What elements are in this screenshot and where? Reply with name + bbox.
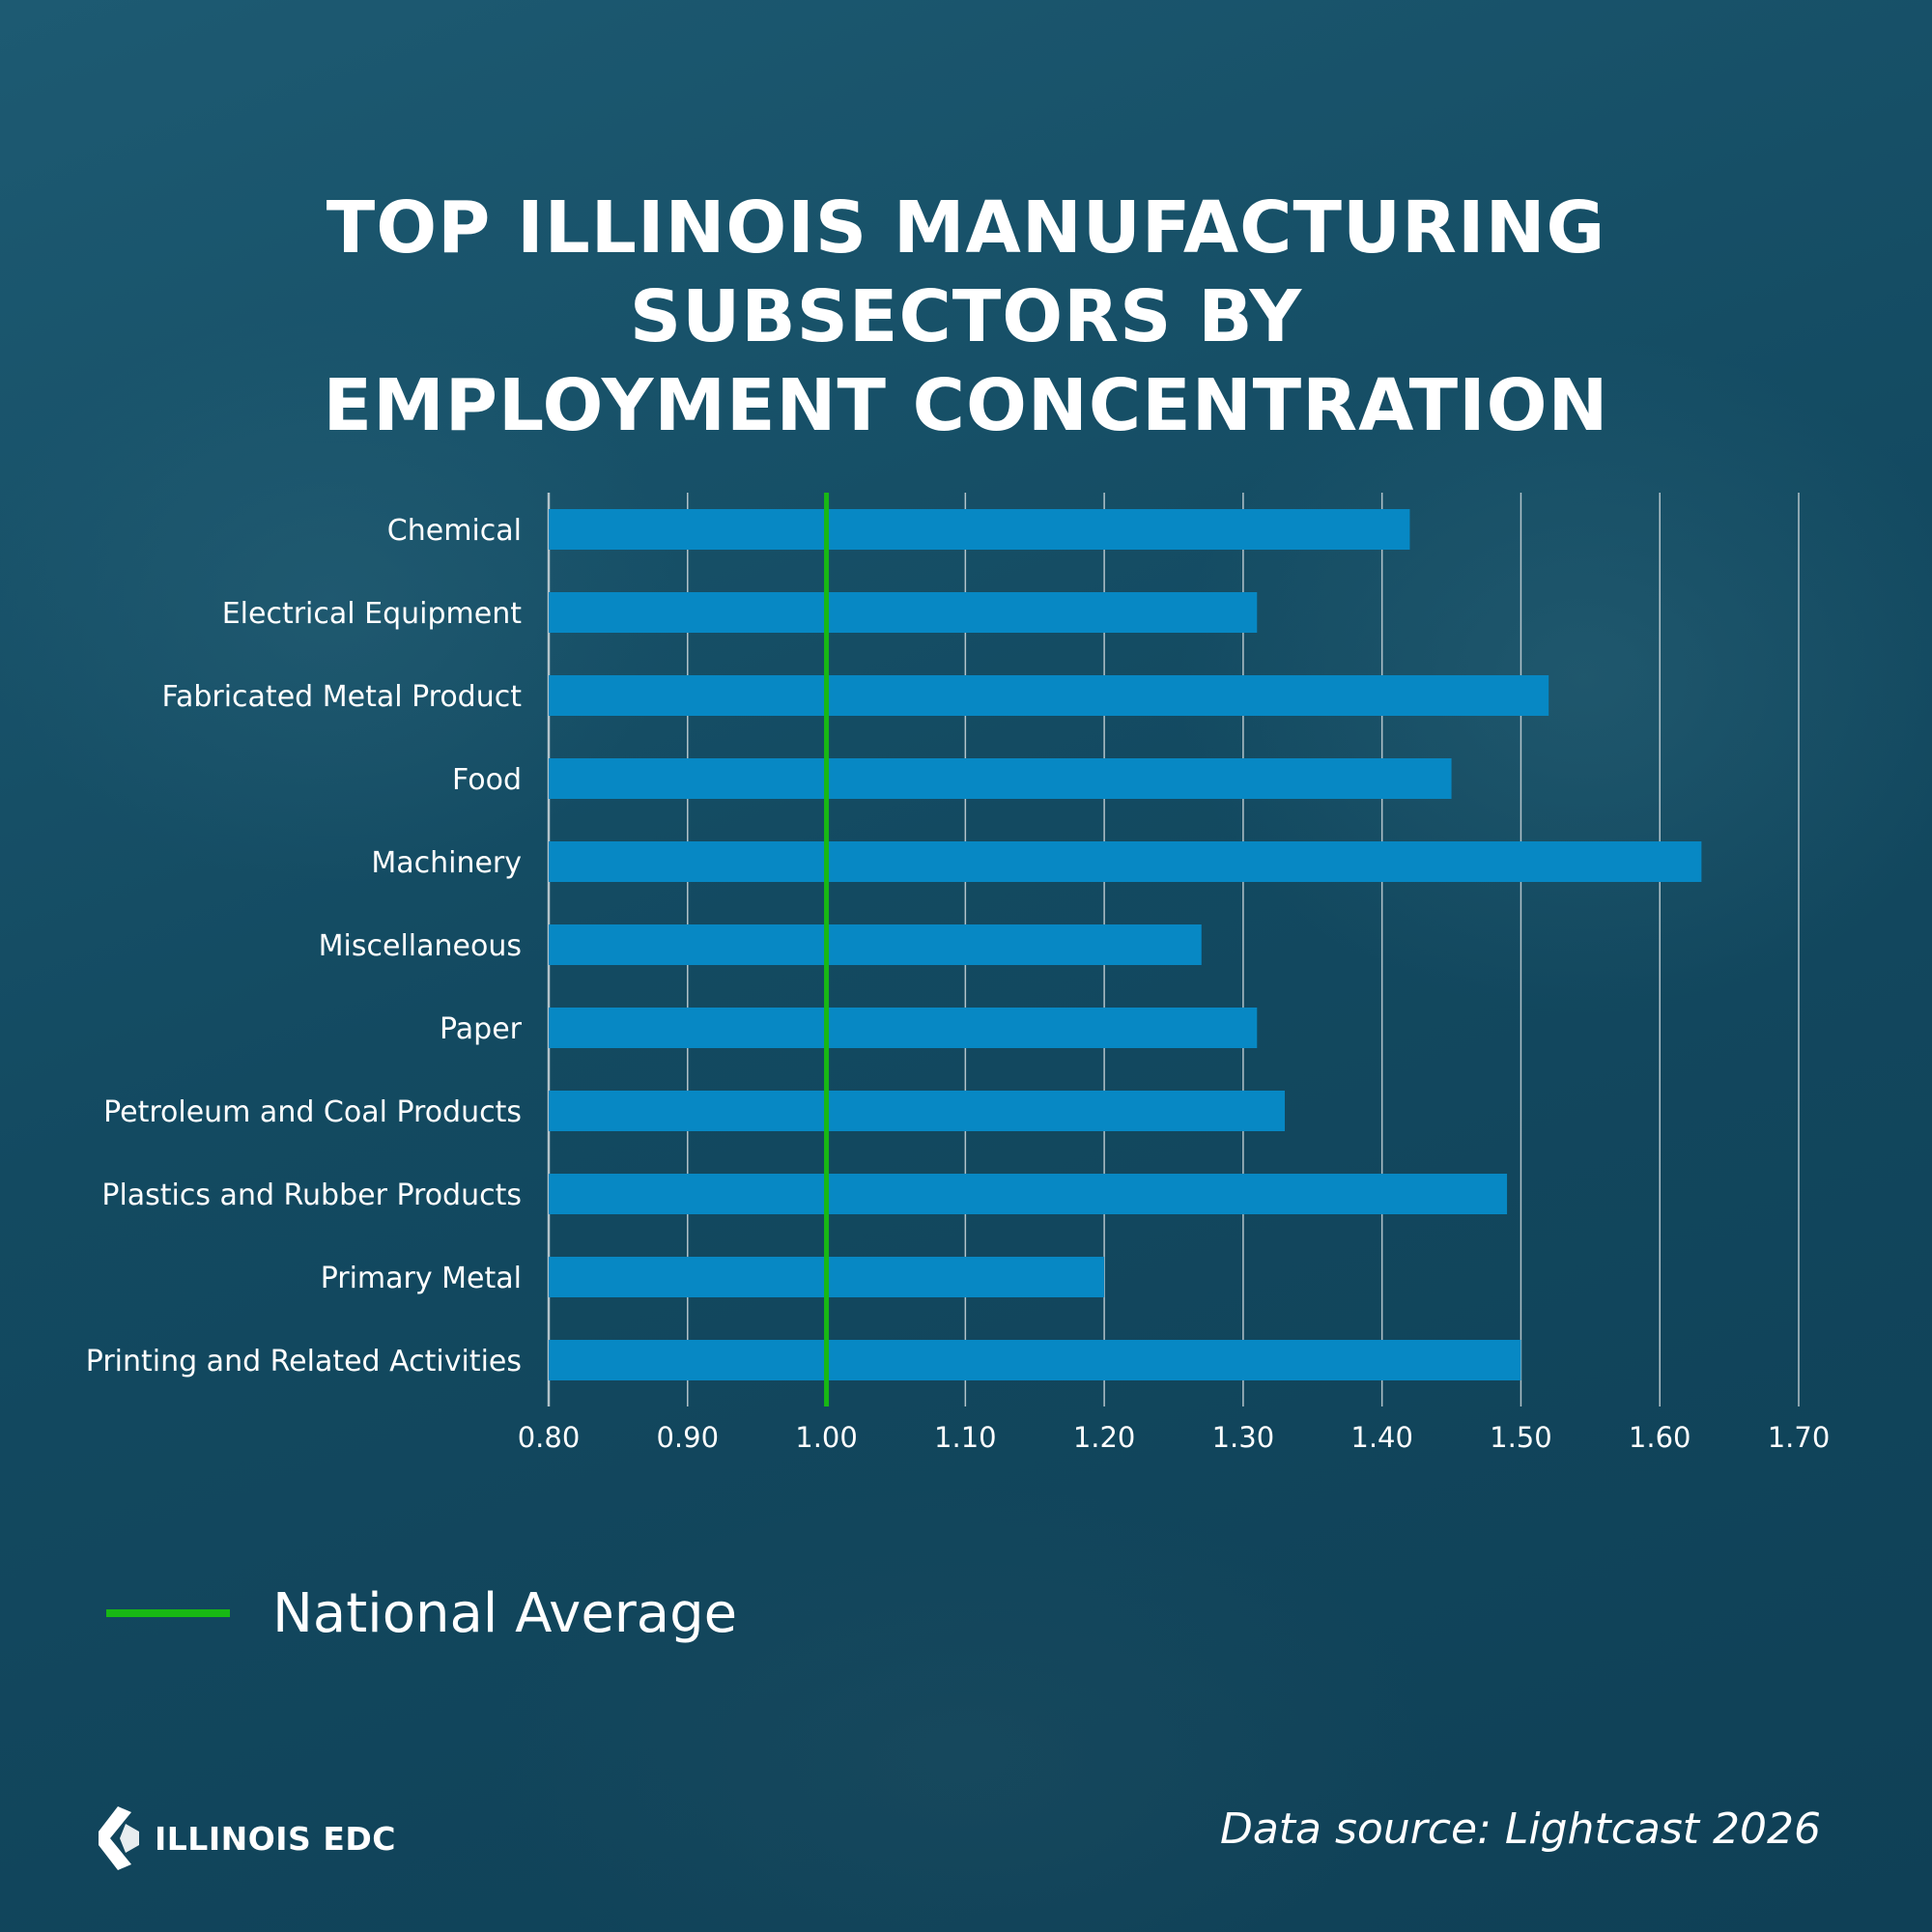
x-tick-label: 1.60 <box>1629 1421 1691 1454</box>
x-tick-label: 1.20 <box>1073 1421 1136 1454</box>
data-source: Data source: Lightcast 2026 <box>1219 1804 1821 1854</box>
bar <box>549 675 1549 716</box>
category-label: Primary Metal <box>321 1262 522 1295</box>
bar <box>549 758 1452 799</box>
category-label: Miscellaneous <box>319 929 522 963</box>
legend-label: National Average <box>272 1581 738 1645</box>
legend: National Average <box>106 1575 737 1652</box>
x-tick-label: 1.10 <box>934 1421 997 1454</box>
bar <box>549 1340 1521 1380</box>
bar <box>549 924 1202 965</box>
bar <box>549 509 1410 550</box>
x-tick-label: 1.30 <box>1212 1421 1275 1454</box>
category-label: Food <box>452 763 522 797</box>
category-label: Paper <box>440 1012 523 1046</box>
bar <box>549 592 1258 633</box>
x-tick-label: 1.50 <box>1490 1421 1552 1454</box>
illinois-edc-logo: ILLINOIS EDC <box>97 1806 396 1870</box>
category-label: Plastics and Rubber Products <box>101 1179 522 1212</box>
chart-title-line-2: EMPLOYMENT CONCENTRATION <box>323 364 1609 447</box>
category-label: Chemical <box>387 514 522 548</box>
logo-text: ILLINOIS EDC <box>155 1819 396 1858</box>
x-tick-label: 1.00 <box>795 1421 858 1454</box>
category-label: Printing and Related Activities <box>86 1345 522 1378</box>
x-tick-label: 0.90 <box>656 1421 719 1454</box>
category-label: Fabricated Metal Product <box>161 680 522 714</box>
legend-line-swatch <box>106 1609 230 1617</box>
logo-mark-icon <box>99 1806 139 1870</box>
chart-title: TOP ILLINOIS MANUFACTURING SUBSECTORS BY… <box>58 184 1874 450</box>
chart-title-line-1: TOP ILLINOIS MANUFACTURING SUBSECTORS BY <box>326 186 1606 358</box>
x-tick-label: 1.40 <box>1350 1421 1413 1454</box>
category-label: Machinery <box>371 846 522 880</box>
x-tick-label: 0.80 <box>518 1421 581 1454</box>
category-label: Petroleum and Coal Products <box>103 1095 522 1129</box>
bar <box>549 1174 1508 1214</box>
bar <box>549 841 1702 882</box>
category-label: Electrical Equipment <box>222 597 523 631</box>
bar <box>549 1008 1258 1048</box>
x-tick-label: 1.70 <box>1768 1421 1831 1454</box>
bar <box>549 1091 1286 1131</box>
